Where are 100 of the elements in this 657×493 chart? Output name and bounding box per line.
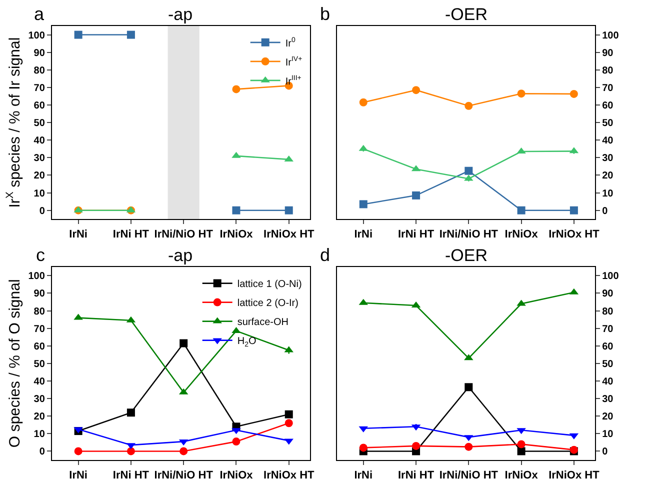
chart-title: -ap bbox=[168, 246, 193, 265]
y2-tick-label: 40 bbox=[602, 376, 614, 388]
x-tick-label: IrNi bbox=[354, 469, 373, 482]
point bbox=[126, 30, 135, 39]
y-tick-label: 70 bbox=[34, 82, 46, 94]
point bbox=[464, 442, 473, 451]
x-tick-label: IrNiOx HT bbox=[264, 469, 315, 482]
y2-tick-label: 50 bbox=[602, 118, 614, 130]
x-tick-label: IrNi/NiO HT bbox=[154, 228, 214, 240]
point bbox=[284, 419, 293, 428]
y2-tick-label: 0 bbox=[602, 206, 608, 217]
y-axis-title: O species / % of O signal bbox=[6, 279, 24, 448]
y-tick-label: 30 bbox=[34, 153, 46, 164]
point bbox=[180, 339, 188, 348]
x-tick-label: IrNiOx bbox=[220, 228, 254, 240]
y2-tick-label: 30 bbox=[602, 153, 614, 164]
y-tick-label: 100 bbox=[28, 30, 46, 42]
x-tick-label: IrNi HT bbox=[398, 228, 434, 240]
legend-label: lattice 2 (O-Ir) bbox=[237, 298, 298, 310]
y-tick-label: 50 bbox=[34, 358, 46, 370]
point bbox=[517, 206, 526, 214]
x-tick-label: IrNiOx bbox=[504, 469, 539, 482]
chart-title: -OER bbox=[445, 5, 488, 24]
point bbox=[180, 447, 188, 456]
text: d bbox=[320, 245, 330, 265]
x-tick-label: IrNiOx bbox=[504, 228, 539, 240]
x-tick-label: IrNiOx bbox=[220, 469, 254, 482]
point bbox=[570, 206, 578, 214]
x-tick-label: IrNi HT bbox=[112, 469, 150, 482]
point bbox=[359, 200, 368, 208]
chart-title: -ap bbox=[168, 5, 193, 24]
y2-tick-label: 100 bbox=[602, 271, 620, 282]
y2-tick-label: 60 bbox=[602, 341, 614, 352]
y-tick-label: 10 bbox=[34, 188, 46, 200]
y-tick-label: 20 bbox=[34, 170, 46, 182]
y2-tick-label: 10 bbox=[602, 188, 614, 200]
text: c bbox=[36, 245, 45, 265]
y-tick-label: 80 bbox=[34, 65, 46, 76]
y2-tick-label: 70 bbox=[602, 324, 614, 335]
y-tick-label: 40 bbox=[34, 136, 46, 147]
text: a bbox=[34, 4, 45, 24]
point bbox=[412, 442, 420, 450]
legend-label: H$_{2}$O bbox=[237, 336, 256, 348]
y2-tick-label: 90 bbox=[602, 288, 614, 300]
y-tick-label: 80 bbox=[34, 306, 46, 318]
point bbox=[126, 447, 135, 456]
x-tick-label: IrNi/NiO HT bbox=[439, 469, 498, 482]
point bbox=[359, 98, 368, 106]
point bbox=[74, 30, 82, 39]
y-tick-label: 20 bbox=[34, 412, 46, 423]
point bbox=[126, 408, 135, 417]
y-tick-label: 30 bbox=[34, 394, 46, 406]
y2-tick-label: 60 bbox=[602, 100, 614, 112]
y-tick-label: 70 bbox=[34, 324, 46, 335]
y2-tick-label: 90 bbox=[602, 48, 614, 59]
point bbox=[359, 444, 368, 452]
point bbox=[517, 90, 526, 98]
legend-label: Ir$^{IV+}$ bbox=[285, 56, 302, 68]
point bbox=[464, 102, 473, 110]
y2-tick-label: 100 bbox=[602, 30, 620, 42]
y2-tick-label: 30 bbox=[602, 394, 614, 406]
chart-title: -OER bbox=[445, 246, 488, 265]
x-tick-label: IrNi bbox=[69, 228, 88, 240]
point bbox=[464, 166, 473, 175]
x-tick-label: IrNi/NiO HT bbox=[154, 469, 214, 482]
x-tick-label: IrNi HT bbox=[398, 469, 434, 482]
point bbox=[412, 86, 420, 94]
y-tick-label: 0 bbox=[39, 206, 46, 217]
point bbox=[232, 438, 240, 446]
y-tick-label: 0 bbox=[39, 446, 46, 458]
y-tick-label: 50 bbox=[34, 118, 46, 130]
x-tick-label: IrNi bbox=[354, 228, 373, 240]
y-tick-label: 90 bbox=[34, 288, 46, 300]
y2-tick-label: 20 bbox=[602, 170, 614, 182]
point bbox=[570, 90, 578, 98]
y2-tick-label: 40 bbox=[602, 136, 614, 147]
y2-tick-label: 80 bbox=[602, 65, 614, 76]
y-tick-label: 60 bbox=[34, 341, 46, 352]
y2-tick-label: 0 bbox=[602, 446, 608, 458]
point bbox=[284, 206, 293, 214]
y-tick-label: 60 bbox=[34, 100, 46, 112]
y2-tick-label: 70 bbox=[602, 82, 614, 94]
x-tick-label: IrNi/NiO HT bbox=[439, 228, 498, 240]
point bbox=[232, 206, 240, 214]
y2-tick-label: 10 bbox=[602, 429, 614, 440]
x-tick-label: IrNi HT bbox=[112, 228, 150, 240]
point bbox=[464, 383, 473, 392]
point bbox=[517, 447, 526, 456]
point bbox=[517, 440, 526, 448]
point bbox=[74, 447, 82, 456]
x-tick-label: IrNi bbox=[69, 469, 88, 482]
y2-tick-label: 20 bbox=[602, 412, 614, 423]
y2-tick-label: 80 bbox=[602, 306, 614, 318]
point bbox=[284, 410, 293, 418]
legend-label: surface-OH bbox=[237, 317, 288, 328]
y2-tick-label: 50 bbox=[602, 358, 614, 370]
point bbox=[412, 191, 420, 200]
x-tick-label: IrNiOx HT bbox=[548, 228, 600, 240]
y-tick-label: 100 bbox=[28, 271, 46, 282]
legend-label: lattice 1 (O-Ni) bbox=[237, 279, 302, 290]
